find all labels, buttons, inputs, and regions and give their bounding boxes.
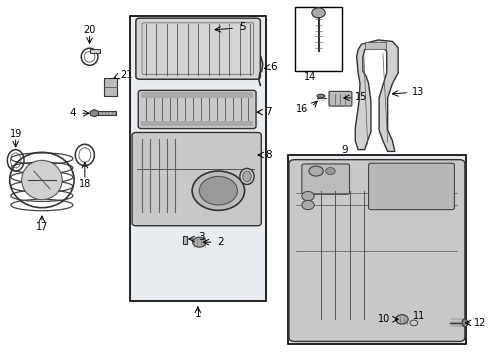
Bar (141, 93, 253, 98)
Circle shape (409, 320, 417, 326)
Ellipse shape (316, 94, 324, 98)
Text: 11: 11 (411, 311, 424, 321)
Bar (89, 49, 100, 53)
FancyBboxPatch shape (288, 159, 464, 342)
Ellipse shape (325, 167, 334, 175)
Text: 1: 1 (194, 309, 201, 319)
Circle shape (199, 176, 237, 205)
Text: 19: 19 (10, 129, 22, 139)
Text: 16: 16 (296, 104, 308, 114)
Bar (130, 16, 265, 301)
Text: 18: 18 (79, 179, 91, 189)
FancyBboxPatch shape (138, 90, 256, 129)
Bar (182, 237, 186, 244)
FancyBboxPatch shape (132, 132, 261, 226)
FancyBboxPatch shape (301, 164, 349, 194)
Ellipse shape (461, 319, 467, 327)
Ellipse shape (308, 166, 323, 176)
Bar (141, 121, 253, 126)
Text: 6: 6 (270, 62, 276, 72)
Circle shape (311, 8, 325, 18)
Circle shape (192, 237, 205, 247)
Text: 14: 14 (304, 72, 316, 82)
Text: 13: 13 (411, 87, 423, 97)
Circle shape (395, 315, 407, 324)
Text: 4: 4 (69, 108, 76, 118)
Bar (364, 42, 386, 49)
Polygon shape (90, 110, 98, 117)
Text: 20: 20 (83, 25, 96, 35)
Bar (104, 78, 117, 96)
Ellipse shape (21, 160, 62, 200)
Text: 8: 8 (265, 150, 272, 160)
Text: 5: 5 (238, 22, 245, 32)
Bar (287, 155, 466, 344)
Bar (294, 7, 342, 71)
Circle shape (301, 192, 314, 201)
Text: 3: 3 (198, 232, 204, 242)
FancyBboxPatch shape (136, 18, 260, 79)
Circle shape (301, 201, 314, 210)
Polygon shape (354, 40, 397, 152)
Text: 12: 12 (473, 318, 486, 328)
Text: 21: 21 (121, 70, 133, 80)
Text: 7: 7 (264, 107, 271, 117)
Text: 15: 15 (354, 92, 367, 102)
Text: 17: 17 (36, 222, 48, 232)
Bar (92, 111, 116, 115)
Ellipse shape (239, 168, 254, 184)
Text: 9: 9 (341, 145, 347, 155)
Ellipse shape (242, 171, 251, 182)
Circle shape (192, 171, 244, 210)
FancyBboxPatch shape (368, 163, 453, 210)
Text: 10: 10 (377, 314, 389, 324)
Text: 2: 2 (217, 237, 224, 247)
FancyBboxPatch shape (328, 91, 351, 106)
